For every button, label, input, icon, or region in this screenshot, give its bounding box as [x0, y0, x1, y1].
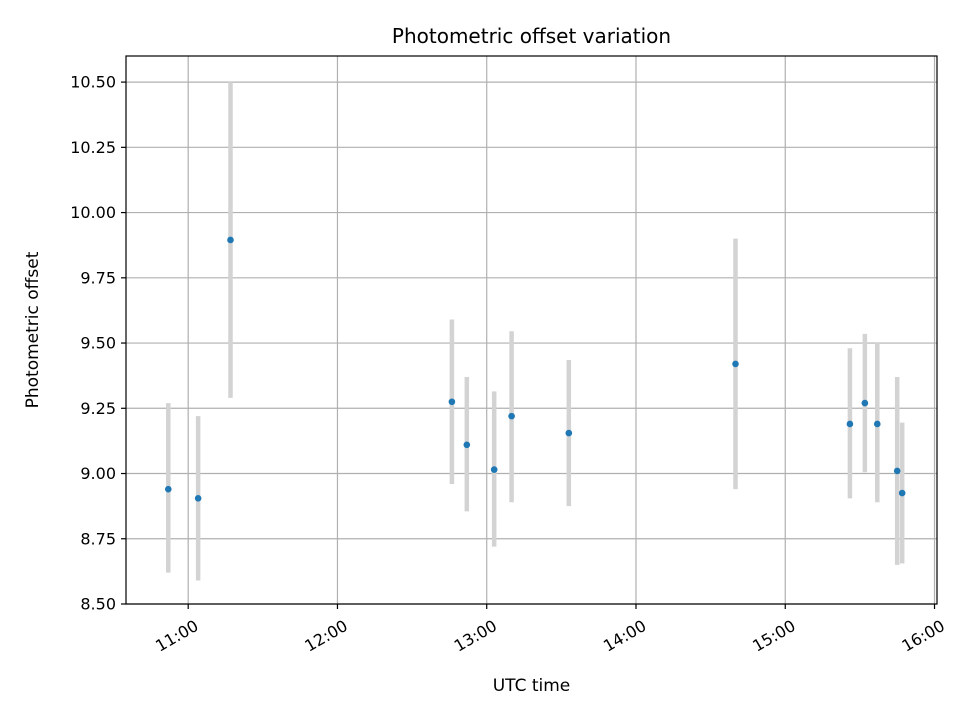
data-point — [448, 398, 456, 406]
data-point — [490, 466, 498, 473]
y-tick-label: 8.75 — [80, 529, 116, 548]
data-point — [861, 399, 869, 407]
data-point — [893, 467, 901, 475]
y-axis: 8.50 8.75 9.00 9.25 9.50 9.75 10.00 10.25 10.50 — [70, 73, 126, 614]
data-point — [508, 412, 515, 420]
data-point — [732, 360, 739, 368]
plot-area — [126, 56, 937, 604]
y-tick-label: 8.50 — [80, 595, 116, 614]
data-point — [565, 429, 573, 437]
data-point — [898, 489, 906, 497]
data-point — [194, 495, 202, 502]
x-axis-label: UTC time — [493, 676, 571, 696]
y-tick-label: 10.00 — [70, 203, 116, 222]
data-points — [164, 236, 906, 502]
y-axis-label: Photometric offset — [23, 251, 43, 408]
chart-title: Photometric offset variation — [392, 24, 671, 48]
y-tick-label: 9.75 — [80, 268, 116, 287]
data-point — [463, 441, 471, 449]
data-point — [873, 420, 881, 428]
y-tick-label: 9.00 — [80, 464, 116, 483]
y-tick-label: 10.25 — [70, 138, 116, 157]
data-point — [164, 485, 172, 493]
plot-frame — [125, 55, 938, 605]
grid — [126, 56, 937, 605]
y-tick-label: 9.25 — [80, 399, 116, 418]
data-point — [227, 236, 234, 244]
y-tick-label: 10.50 — [70, 73, 116, 92]
y-tick-label: 9.50 — [80, 334, 116, 353]
data-point — [846, 420, 854, 428]
